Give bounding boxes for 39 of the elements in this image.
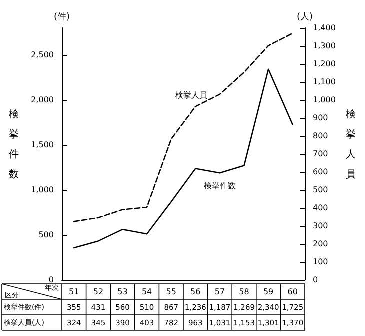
x-tick-label: 54: [142, 287, 152, 296]
y2-tick-label: 900: [313, 114, 328, 122]
y2-tick-label: 800: [313, 132, 328, 140]
y-tick-label: 500: [38, 230, 54, 240]
line-series: [74, 68, 294, 249]
x-tick-label: 60: [288, 287, 298, 296]
x-tick-label: 58: [239, 287, 250, 296]
y2-tick-label: 0: [313, 276, 318, 284]
y2-axis-title: (人): [296, 12, 314, 22]
y2-tick-label: 100: [313, 258, 328, 266]
y2-tick-label: 1,000: [313, 96, 336, 104]
text: 検挙件数: [9, 108, 19, 180]
y2-tick-label: 300: [313, 222, 328, 230]
y2-tick-label: 200: [313, 240, 328, 248]
y2-tick-label: 1,300: [313, 42, 336, 50]
series-label: 検挙人員: [176, 91, 208, 100]
x-tick-label: 57: [214, 287, 226, 296]
x-tick-label: 55: [166, 287, 176, 296]
y2-tick-label: 1,400: [313, 24, 336, 32]
x-tick-label: 56: [190, 287, 201, 296]
y2-tick-label: 500: [313, 186, 328, 194]
y2-tick-label: 400: [313, 204, 328, 212]
y2-tick-label: 700: [313, 150, 328, 158]
y-tick-label: 1,000: [31, 186, 54, 194]
y-tick-label: 0: [48, 276, 54, 284]
y-axis-title: (件): [54, 12, 70, 22]
y-tick-label: 1,500: [31, 140, 54, 150]
y-tick-label: 2,500: [31, 50, 54, 60]
x-tick-label: 59: [263, 287, 274, 296]
y-tick-label: 2,000: [31, 96, 54, 104]
y2-tick-label: 1,100: [313, 78, 336, 86]
series-label: 検挙件数: [204, 182, 236, 191]
y2-tick-label: 600: [313, 168, 328, 176]
y2-tick-label: 1,200: [313, 60, 336, 68]
x-tick-label: 51: [69, 287, 80, 296]
x-tick-label: 52: [93, 287, 104, 296]
x-tick-label: 53: [118, 287, 128, 296]
line-series: [74, 32, 294, 222]
text: 検挙人員: [346, 108, 356, 180]
